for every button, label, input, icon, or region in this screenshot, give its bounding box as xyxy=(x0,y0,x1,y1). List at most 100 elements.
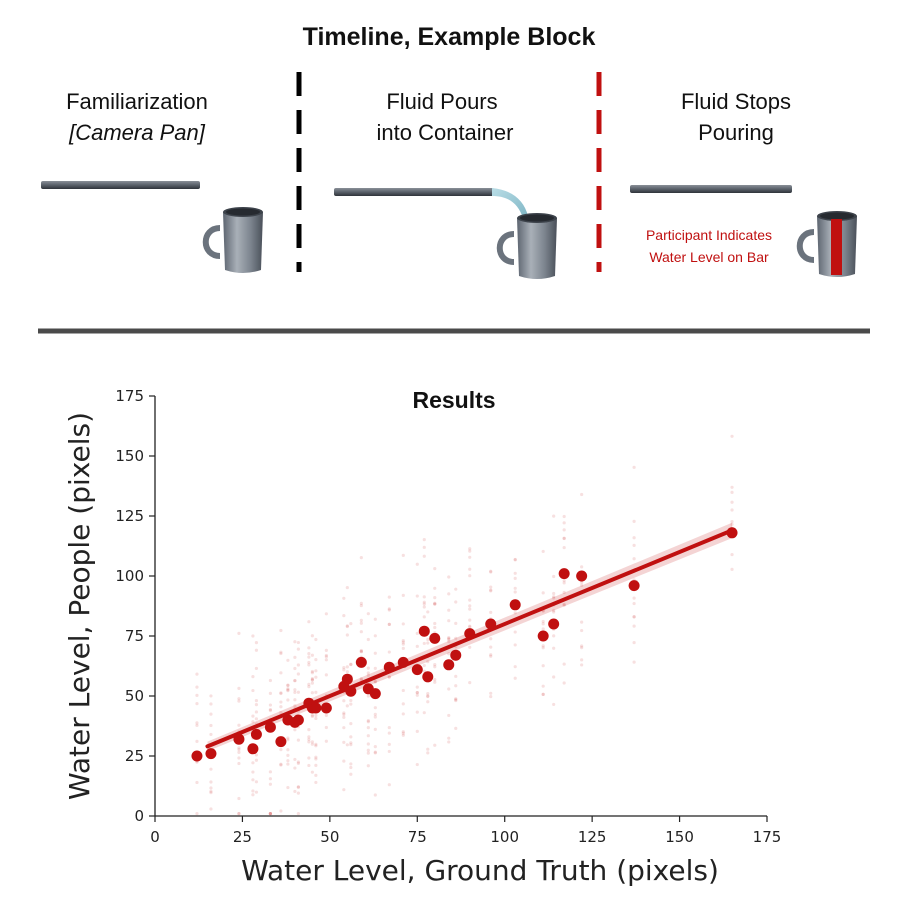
raw-response-dot xyxy=(401,642,405,646)
raw-response-dot xyxy=(342,715,346,719)
raw-response-dot xyxy=(454,621,458,625)
raw-response-dot xyxy=(345,665,349,669)
raw-response-dot xyxy=(359,556,363,560)
raw-response-dot xyxy=(433,665,437,669)
raw-response-dot xyxy=(513,630,517,634)
raw-response-dot xyxy=(433,625,437,630)
raw-response-dot xyxy=(468,645,472,649)
raw-response-dot xyxy=(562,521,566,525)
raw-response-dot xyxy=(314,773,318,777)
raw-response-dot xyxy=(359,677,363,681)
raw-response-dot xyxy=(293,789,297,794)
raw-response-dot xyxy=(296,791,300,795)
raw-response-dot xyxy=(237,697,241,701)
raw-response-dot xyxy=(730,519,734,524)
raw-response-dot xyxy=(366,720,370,724)
raw-response-dot xyxy=(454,674,458,678)
raw-response-dot xyxy=(489,589,493,593)
raw-response-dot xyxy=(552,646,556,650)
raw-response-dot xyxy=(307,620,311,624)
raw-response-dot xyxy=(237,812,241,816)
raw-response-dot xyxy=(562,536,566,540)
x-tick-label: 75 xyxy=(408,828,427,846)
raw-response-dot xyxy=(314,744,318,748)
raw-response-dot xyxy=(541,622,545,626)
raw-response-dot xyxy=(447,713,451,718)
raw-response-dot xyxy=(426,751,430,755)
raw-response-dot xyxy=(324,739,328,743)
raw-response-dot xyxy=(433,601,437,605)
raw-response-dot xyxy=(580,580,584,585)
raw-response-dot xyxy=(422,595,426,599)
data-point xyxy=(397,656,409,668)
raw-response-dot xyxy=(286,753,290,758)
raw-response-dot xyxy=(345,585,349,590)
raw-response-dot xyxy=(541,591,545,595)
raw-response-dot xyxy=(513,643,517,647)
raw-response-dot xyxy=(342,712,346,717)
raw-response-dot xyxy=(237,631,241,635)
raw-response-dot xyxy=(447,592,451,596)
data-point xyxy=(726,527,738,539)
raw-response-dot xyxy=(552,514,556,518)
raw-response-dot xyxy=(580,644,584,648)
raw-response-dot xyxy=(454,684,458,688)
raw-response-dot xyxy=(387,650,391,654)
raw-response-dot xyxy=(237,747,241,752)
raw-response-dot xyxy=(562,545,566,550)
raw-response-dot xyxy=(314,757,318,761)
raw-response-dot xyxy=(314,713,318,718)
raw-response-dot xyxy=(342,740,346,744)
raw-response-dot xyxy=(632,519,636,523)
raw-response-dot xyxy=(422,641,426,646)
raw-response-dot xyxy=(254,648,259,652)
raw-response-dot xyxy=(562,514,566,519)
raw-response-dot xyxy=(387,622,391,626)
raw-response-dot xyxy=(513,611,517,615)
raw-response-dot xyxy=(422,711,426,715)
raw-response-dot xyxy=(730,434,734,438)
raw-response-dot xyxy=(279,710,283,715)
mug-3-icon xyxy=(800,211,857,277)
raw-response-dot xyxy=(373,666,377,670)
raw-response-dot xyxy=(489,610,493,615)
raw-response-dot xyxy=(415,729,419,734)
raw-response-dot xyxy=(415,762,419,767)
raw-response-dot xyxy=(251,770,255,774)
raw-response-dot xyxy=(296,663,300,667)
raw-response-dot xyxy=(209,712,213,716)
raw-response-dot xyxy=(307,652,311,656)
data-point xyxy=(345,685,357,697)
raw-response-dot xyxy=(296,812,300,816)
raw-response-dot xyxy=(433,596,437,600)
raw-response-dot xyxy=(401,622,405,626)
data-point xyxy=(383,661,395,673)
raw-response-dot xyxy=(268,782,273,786)
data-point xyxy=(264,721,276,733)
y-tick-label: 0 xyxy=(134,807,144,825)
raw-response-dot xyxy=(468,574,472,578)
raw-response-dot xyxy=(307,740,311,744)
raw-response-dot xyxy=(342,711,346,715)
raw-response-dot xyxy=(268,770,273,774)
raw-response-dot xyxy=(422,600,426,604)
raw-response-dot xyxy=(552,608,556,613)
raw-response-dot xyxy=(279,651,283,656)
raw-response-dot xyxy=(415,562,419,566)
annotation-line2: Water Level on Bar xyxy=(649,249,769,265)
y-tick-label: 125 xyxy=(115,507,144,525)
chart-title: Results xyxy=(412,387,495,413)
raw-response-dot xyxy=(310,742,314,746)
raw-response-dot xyxy=(373,712,377,717)
raw-response-dot xyxy=(447,687,451,691)
raw-response-dot xyxy=(422,554,426,558)
raw-response-dot xyxy=(286,683,290,688)
raw-response-dot xyxy=(366,673,370,677)
raw-response-dot xyxy=(237,796,241,801)
data-points xyxy=(191,527,738,762)
raw-response-dot xyxy=(251,720,255,724)
raw-response-dot xyxy=(468,680,472,685)
raw-response-dot xyxy=(447,740,451,744)
raw-response-dot xyxy=(254,780,259,784)
raw-response-dot xyxy=(433,663,437,667)
